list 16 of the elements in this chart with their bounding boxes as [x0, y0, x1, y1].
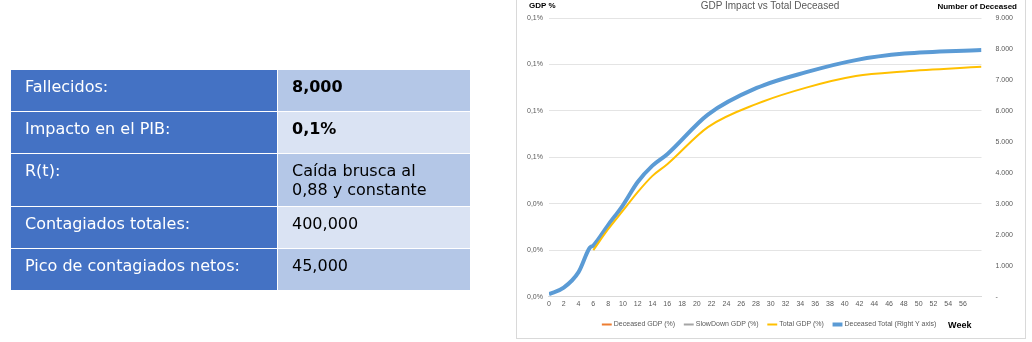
text: 45,000	[278, 249, 470, 290]
text: 8,000	[278, 70, 470, 111]
text: Caída brusca al 0,88 y constante	[278, 154, 470, 206]
y-axis-title: GDP %	[529, 1, 556, 11]
line-series	[592, 65, 982, 252]
text: 0,1%	[278, 112, 470, 153]
text: Contagiados totales:	[11, 207, 277, 248]
text: Pico de contagiados netos:	[11, 249, 277, 290]
text: 400,000	[278, 207, 470, 248]
x-axis-title: Week	[948, 320, 973, 331]
text: Impacto en el PIB:	[11, 112, 277, 153]
y2-axis-title: Number of Deceased	[937, 2, 1018, 12]
text: Fallecidos:	[11, 70, 277, 111]
chart-title: GDP Impact vs Total Deceased	[700, 0, 840, 11]
line-series	[548, 47, 982, 297]
text: R(t):	[11, 154, 277, 206]
